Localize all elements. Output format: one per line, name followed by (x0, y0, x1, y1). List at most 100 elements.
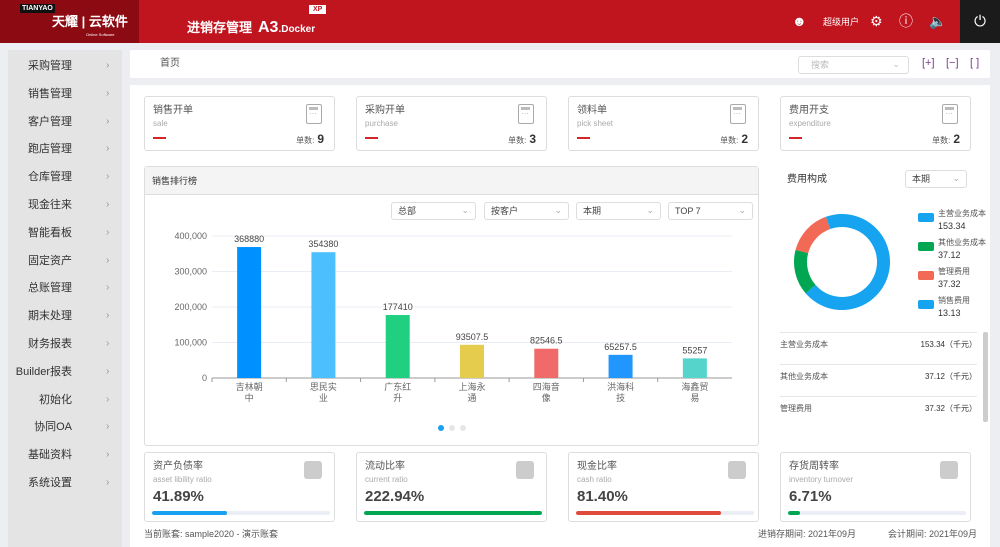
bar[interactable] (385, 315, 410, 378)
filter-select[interactable]: 按客户 ⌄ (484, 202, 569, 220)
filter-select[interactable]: TOP 7 ⌄ (668, 202, 753, 220)
kpi-progress (364, 511, 542, 515)
bar[interactable] (534, 348, 559, 378)
sidebar-item[interactable]: 固定资产 › (8, 247, 122, 275)
zoom-in-icon[interactable]: [+] (922, 57, 935, 69)
sidebar-item[interactable]: 智能看板 › (8, 219, 122, 247)
sidebar: 采购管理 › 销售管理 › 客户管理 › 跑店管理 › 仓库管理 › 现金往来 › 智能看板 › 固定资产 ›… (8, 50, 122, 547)
sidebar-item-label: 期末处理 (28, 310, 72, 323)
search-select[interactable]: 搜索 ⌄ (798, 56, 909, 74)
donut-slice[interactable] (825, 214, 842, 230)
card-title: 销售开单 (153, 105, 193, 116)
sidebar-item-label: 跑店管理 (28, 143, 72, 156)
quick-entry-card[interactable]: 费用开支 expenditure 单数:2 (780, 96, 971, 151)
expense-unit: （千元） (945, 372, 977, 381)
legend-swatch (918, 271, 934, 280)
calculator-icon (730, 104, 746, 124)
kpi-progress (152, 511, 330, 515)
sidebar-item[interactable]: 基础资料 › (8, 441, 122, 469)
zoom-out-icon[interactable]: [−] (946, 57, 959, 69)
sidebar-item[interactable]: 跑店管理 › (8, 135, 122, 163)
donut-slice[interactable] (794, 249, 816, 294)
sidebar-item[interactable]: 系统设置 › (8, 469, 122, 497)
bar[interactable] (682, 358, 707, 378)
sidebar-item[interactable]: 初始化 › (8, 386, 122, 414)
filter-select[interactable]: 本期 ⌄ (576, 202, 661, 220)
power-icon[interactable]: ⏻ (960, 0, 1000, 43)
bar-value-label: 65257.5 (604, 342, 637, 352)
bar-value-label: 55257 (682, 345, 707, 355)
card-title: 领料单 (577, 105, 607, 116)
kpi-card[interactable]: 流动比率 current ratio 222.94% (356, 452, 547, 522)
bar[interactable] (237, 247, 262, 378)
count-value: 2 (741, 132, 748, 146)
kpi-card[interactable]: 现金比率 cash ratio 81.40% (568, 452, 759, 522)
speaker-icon[interactable]: 🔈 (929, 13, 947, 29)
sidebar-item[interactable]: 协同OA › (8, 413, 122, 441)
donut-slice[interactable] (805, 214, 890, 310)
card-count: 单数: 9 (296, 132, 324, 148)
sales-rank-panel: 销售排行榜 总部 ⌄ 按客户 ⌄ 本期 ⌄ TOP 7 ⌄ (144, 166, 759, 446)
card-subtitle: pick sheet (577, 119, 614, 128)
sidebar-item[interactable]: 客户管理 › (8, 108, 122, 136)
expense-name: 其他业务成本 (780, 372, 828, 381)
bar[interactable] (311, 252, 336, 378)
help-icon[interactable]: ⓘ (899, 13, 913, 29)
user-icon[interactable]: ☻ (792, 13, 807, 29)
expense-list-scrollbar[interactable] (983, 332, 988, 422)
sidebar-item[interactable]: 总账管理 › (8, 274, 122, 302)
chevron-right-icon: › (106, 226, 110, 238)
calculator-icon (306, 104, 322, 124)
inventory-period: 进销存期间: 2021年09月 (758, 529, 857, 539)
kpi-card[interactable]: 资产负债率 asset libility ratio 41.89% (144, 452, 335, 522)
sidebar-item[interactable]: 财务报表 › (8, 330, 122, 358)
expense-name: 主营业务成本 (780, 340, 828, 349)
current-account: 当前账套: sample2020 - 演示账套 (144, 529, 279, 539)
logo-tag: TIANYAO (20, 4, 55, 13)
sidebar-item[interactable]: Builder报表 › (8, 358, 122, 386)
sidebar-item[interactable]: 销售管理 › (8, 80, 122, 108)
chevron-right-icon: › (106, 60, 110, 71)
logo-brand: 天耀 | 云软件 (52, 14, 128, 29)
breadcrumb-home[interactable]: 首页 (160, 58, 180, 69)
product-name: A3.Docker (258, 19, 315, 39)
pagination-dot[interactable] (438, 425, 444, 431)
kpi-title: 流动比率 (365, 461, 405, 472)
pagination-dot[interactable] (449, 425, 455, 431)
expense-value: 37.12 (924, 372, 945, 381)
sidebar-item[interactable]: 仓库管理 › (8, 163, 122, 191)
gear-icon[interactable]: ⚙ (870, 13, 883, 29)
legend-name: 管理费用 (938, 267, 970, 276)
expense-name: 管理费用 (780, 404, 812, 413)
filter-select[interactable]: 总部 ⌄ (391, 202, 476, 220)
legend-swatch (918, 300, 934, 309)
fullscreen-icon[interactable]: [ ] (970, 57, 980, 69)
count-label: 单数: (508, 136, 527, 145)
kpi-subtitle: current ratio (365, 475, 408, 484)
expense-row: 管理费用 37.32（千元） (780, 396, 977, 428)
sidebar-item[interactable]: 期末处理 › (8, 302, 122, 330)
chevron-down-icon: ⌄ (646, 205, 654, 215)
pagination-dot[interactable] (460, 425, 466, 431)
quick-entry-card[interactable]: 采购开单 purchase 单数:3 (356, 96, 547, 151)
card-subtitle: expenditure (789, 119, 831, 128)
filter-value: 本期 (583, 206, 602, 216)
expense-amount: 37.32（千元） (925, 403, 977, 414)
quick-entry-card[interactable]: 领料单 pick sheet 单数:2 (568, 96, 759, 151)
card-title: 采购开单 (365, 105, 405, 116)
chevron-right-icon: › (106, 171, 110, 183)
legend-name: 其他业务成本 (938, 238, 986, 247)
kpi-card[interactable]: 存货周转率 inventory turnover 6.71% (780, 452, 971, 522)
bar[interactable] (460, 344, 484, 378)
quick-entry-card[interactable]: 销售开单 sale 单数:9 (144, 96, 335, 151)
sidebar-item[interactable]: 现金往来 › (8, 191, 122, 219)
user-name[interactable]: 超级用户 (823, 17, 860, 27)
bar[interactable] (608, 354, 633, 378)
logo[interactable]: TIANYAO 天耀 | 云软件 Online Software (0, 0, 139, 43)
yen-cycle-icon (516, 461, 534, 479)
donut-slice[interactable] (795, 216, 831, 254)
bar-value-label: 82546.5 (530, 336, 563, 346)
expense-period-select[interactable]: 本期 ⌄ (905, 170, 967, 188)
sidebar-item[interactable]: 采购管理 › (8, 52, 122, 80)
card-title: 费用开支 (789, 105, 829, 116)
